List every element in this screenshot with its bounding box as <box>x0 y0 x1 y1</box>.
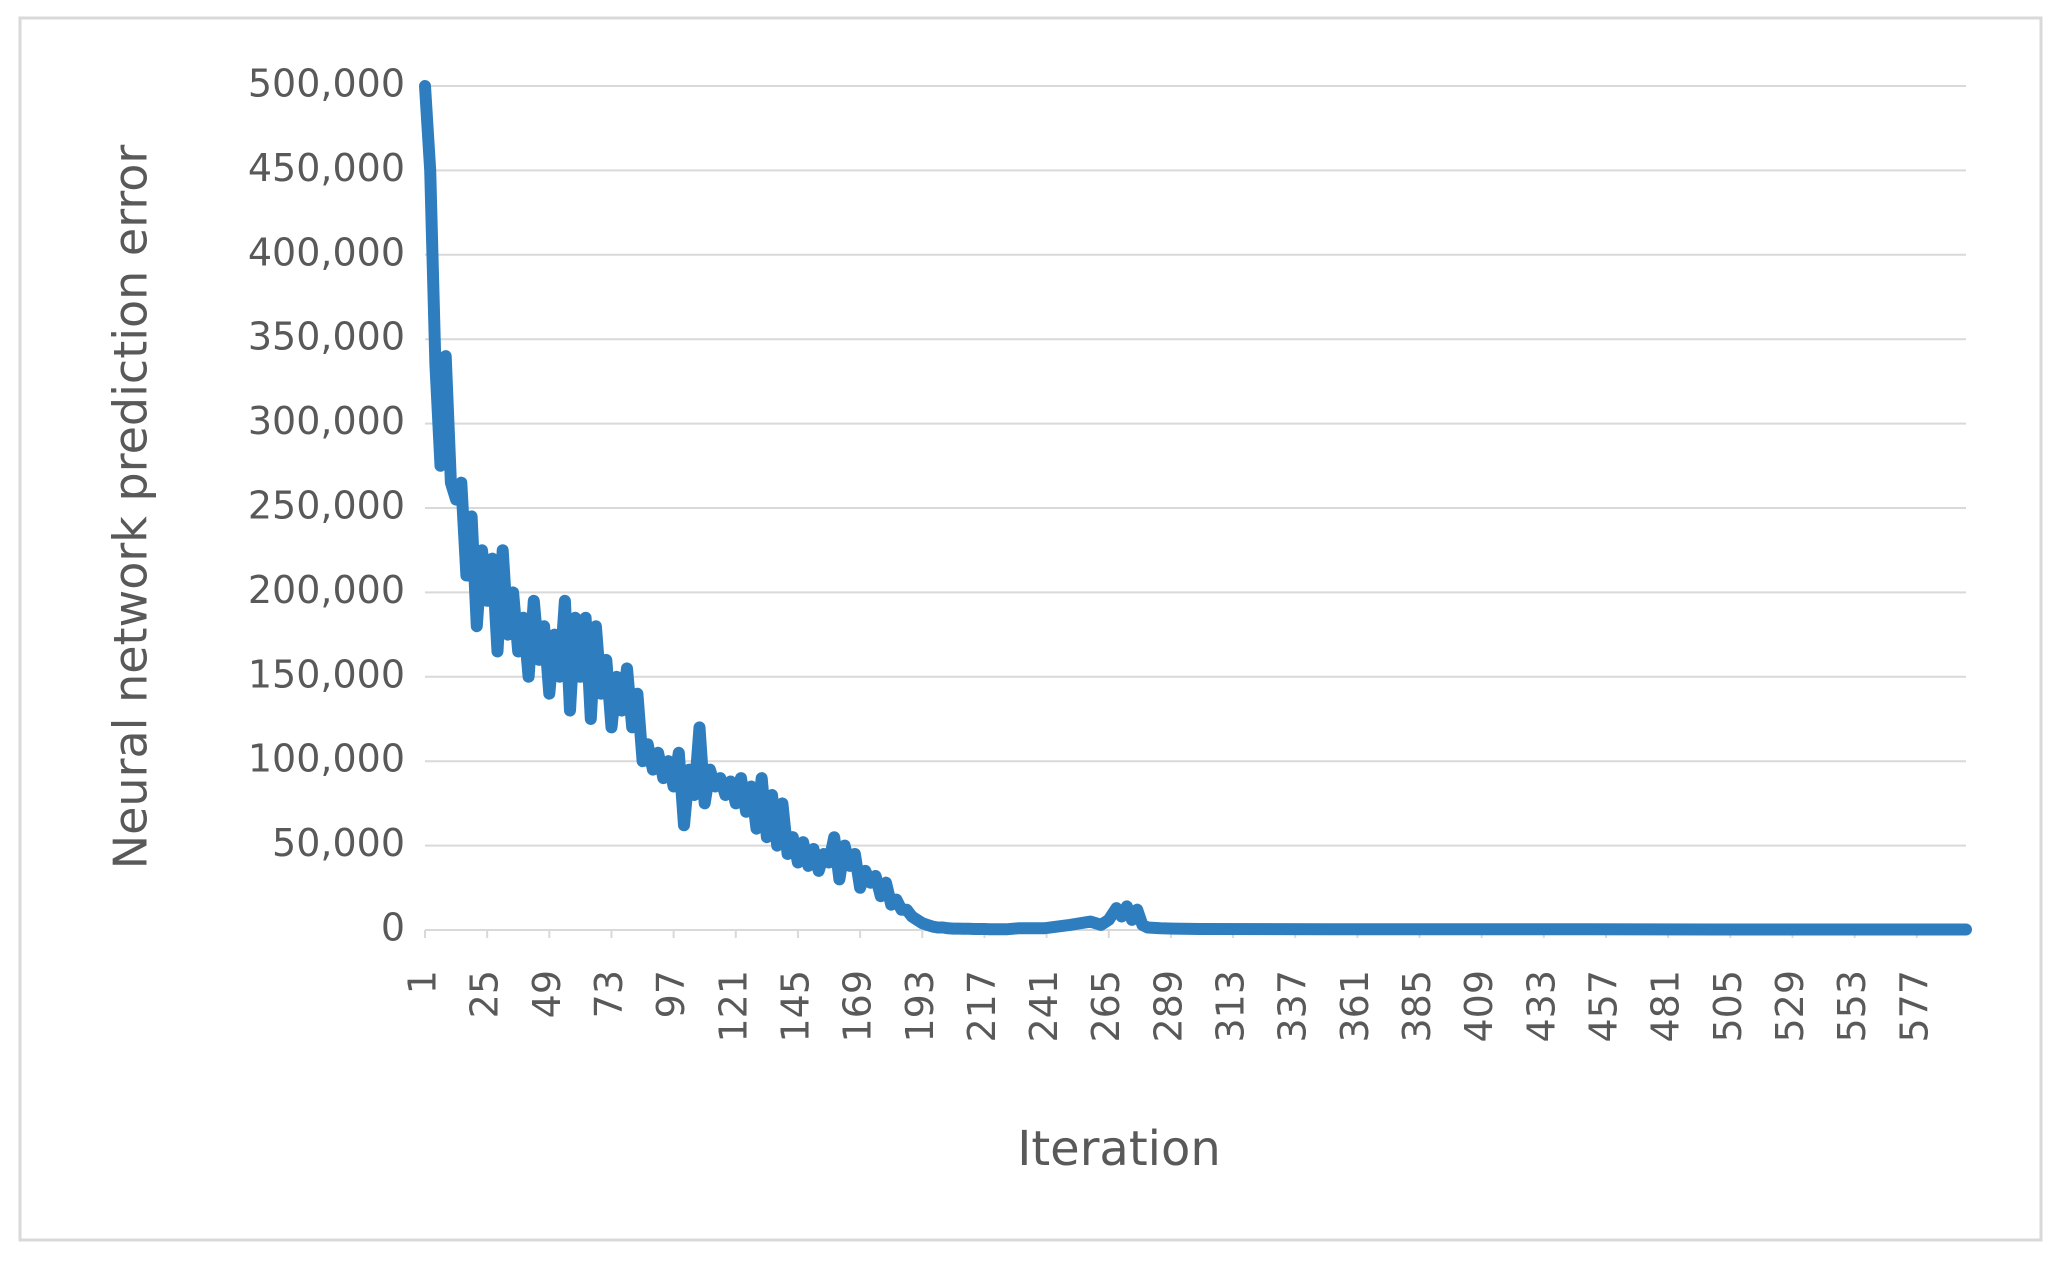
x-tick-label: 361 <box>1333 970 1377 1043</box>
x-tick-label: 145 <box>773 970 817 1043</box>
y-tick-label: 150,000 <box>248 652 405 696</box>
chart-border <box>18 16 2043 1242</box>
x-tick-label: 577 <box>1892 970 1936 1043</box>
x-tick-label: 73 <box>587 970 631 1018</box>
x-tick-label: 217 <box>960 970 1004 1043</box>
x-tick-label: 409 <box>1457 970 1501 1043</box>
y-tick-label: 400,000 <box>248 230 405 274</box>
x-tick-label: 97 <box>649 970 693 1018</box>
x-tick-label: 385 <box>1395 970 1439 1043</box>
x-tick-label: 433 <box>1519 970 1563 1043</box>
x-tick-label: 1 <box>401 970 445 994</box>
x-tick-label: 505 <box>1706 970 1750 1043</box>
x-tick-label: 193 <box>898 970 942 1043</box>
y-tick-label: 450,000 <box>248 146 405 190</box>
x-tick-label: 313 <box>1209 970 1253 1043</box>
x-tick-label: 337 <box>1271 970 1315 1043</box>
x-tick-label: 121 <box>711 970 755 1043</box>
y-tick-label: 250,000 <box>248 484 405 528</box>
x-tick-label: 457 <box>1582 970 1626 1043</box>
y-tick-label: 0 <box>381 906 405 950</box>
y-tick-label: 50,000 <box>272 821 405 865</box>
data-line <box>419 80 1972 936</box>
x-tick-label: 289 <box>1146 970 1190 1043</box>
y-axis-title: Neural network prediction error <box>104 145 158 870</box>
x-tick-label: 25 <box>463 970 507 1018</box>
x-tick-label: 49 <box>525 970 569 1018</box>
x-tick-label: 265 <box>1084 970 1128 1043</box>
x-tick-label: 241 <box>1022 970 1066 1043</box>
y-tick-label: 300,000 <box>248 399 405 443</box>
y-tick-label: 350,000 <box>248 315 405 359</box>
y-tick-label: 200,000 <box>248 568 405 612</box>
x-tick-label: 481 <box>1644 970 1688 1043</box>
y-tick-label: 100,000 <box>248 737 405 781</box>
x-tick-label: 553 <box>1830 970 1874 1043</box>
y-tick-label: 500,000 <box>248 62 405 106</box>
x-tick-label: 529 <box>1768 970 1812 1043</box>
x-axis-title: Iteration <box>1017 1121 1221 1177</box>
x-tick-label: 169 <box>836 970 880 1043</box>
